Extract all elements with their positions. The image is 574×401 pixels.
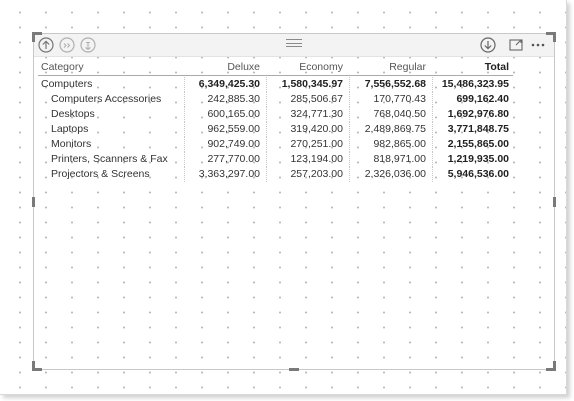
cell-economy: 123,194.00	[290, 153, 343, 165]
cell-economy: 257,203.00	[290, 168, 343, 180]
column-header-row: Category Deluxe Economy Regular Total	[38, 60, 513, 76]
cell-economy: 270,251.00	[290, 138, 343, 150]
resize-handle-bottom-right-v[interactable]	[553, 361, 556, 371]
cell-regular: 2,326,036.00	[364, 168, 426, 180]
row-label: Projectors & Screens	[51, 168, 150, 180]
table-row[interactable]: Laptops 962,559.00 319,420.00 2,489,869.…	[38, 122, 513, 137]
matrix-table: Category Deluxe Economy Regular Total Co…	[38, 60, 513, 182]
drag-grip-icon[interactable]	[286, 39, 302, 47]
cell-deluxe: 962,559.00	[207, 123, 260, 135]
table-row[interactable]: Printers, Scanners & Fax 277,770.00 123,…	[38, 152, 513, 167]
drill-down-icon[interactable]	[480, 37, 496, 53]
resize-handle-top-left-v[interactable]	[32, 32, 35, 42]
row-label: Computers Accessories	[51, 93, 162, 105]
visual-header-bar	[34, 34, 554, 57]
more-options-icon[interactable]	[530, 37, 546, 53]
cell-regular: 768,040.50	[373, 108, 426, 120]
cell-deluxe: 6,349,425.30	[198, 78, 260, 90]
cell-deluxe: 902,749.00	[207, 138, 260, 150]
cell-total: 3,771,848.75	[447, 123, 509, 135]
cell-total: 2,155,865.00	[447, 138, 509, 150]
cell-regular: 982,865.00	[373, 138, 426, 150]
resize-handle-top-left[interactable]	[32, 32, 42, 35]
cell-regular: 7,556,552.68	[364, 78, 426, 90]
table-row[interactable]: Desktops 600,165.00 324,771.30 768,040.5…	[38, 107, 513, 122]
cell-regular: 818,971.00	[373, 153, 426, 165]
resize-handle-top-right-v[interactable]	[553, 32, 556, 42]
column-header-category[interactable]: Category	[41, 61, 84, 73]
resize-handle-bottom-left-v[interactable]	[32, 361, 35, 371]
row-label: Desktops	[51, 108, 95, 120]
matrix-visual[interactable]: Category Deluxe Economy Regular Total Co…	[32, 32, 556, 371]
drill-up-icon[interactable]	[38, 37, 54, 53]
expand-all-icon[interactable]	[59, 37, 75, 53]
column-header-regular[interactable]: Regular	[389, 61, 426, 73]
resize-handle-bottom[interactable]	[289, 368, 299, 371]
cell-economy: 1,580,345.97	[281, 78, 343, 90]
cell-economy: 324,771.30	[290, 108, 343, 120]
table-row[interactable]: Projectors & Screens 3,363,297.00 257,20…	[38, 167, 513, 182]
row-label: Printers, Scanners & Fax	[51, 153, 168, 165]
table-row-computers[interactable]: Computers 6,349,425.30 1,580,345.97 7,55…	[38, 77, 513, 92]
cell-total: 699,162.40	[456, 93, 509, 105]
row-label: Monitors	[51, 138, 92, 150]
resize-handle-bottom-right[interactable]	[546, 368, 556, 371]
cell-total: 1,692,976.80	[447, 108, 509, 120]
resize-handle-top-right[interactable]	[546, 32, 556, 35]
cell-total: 15,486,323.95	[441, 78, 509, 90]
column-header-economy[interactable]: Economy	[299, 61, 343, 73]
cell-deluxe: 277,770.00	[207, 153, 260, 165]
cell-economy: 285,506.67	[290, 93, 343, 105]
cell-economy: 319,420.00	[290, 123, 343, 135]
resize-handle-left[interactable]	[32, 197, 35, 207]
cell-total: 1,219,935.00	[447, 153, 509, 165]
column-header-deluxe[interactable]: Deluxe	[227, 61, 260, 73]
cell-deluxe: 3,363,297.00	[198, 168, 260, 180]
column-header-total[interactable]: Total	[484, 61, 509, 73]
cell-regular: 170,770.43	[373, 93, 426, 105]
row-label: Computers	[41, 78, 93, 90]
resize-handle-bottom-left[interactable]	[32, 368, 42, 371]
table-row[interactable]: Monitors 902,749.00 270,251.00 982,865.0…	[38, 137, 513, 152]
cell-deluxe: 600,165.00	[207, 108, 260, 120]
cell-deluxe: 242,885.30	[207, 93, 260, 105]
resize-handle-right[interactable]	[553, 197, 556, 207]
drill-mode-icon[interactable]	[80, 37, 96, 53]
row-label: Laptops	[51, 123, 89, 135]
focus-mode-icon[interactable]	[508, 37, 524, 53]
table-row[interactable]: Computers Accessories 242,885.30 285,506…	[38, 92, 513, 107]
cell-total: 5,946,536.00	[447, 168, 509, 180]
cell-regular: 2,489,869.75	[364, 123, 426, 135]
